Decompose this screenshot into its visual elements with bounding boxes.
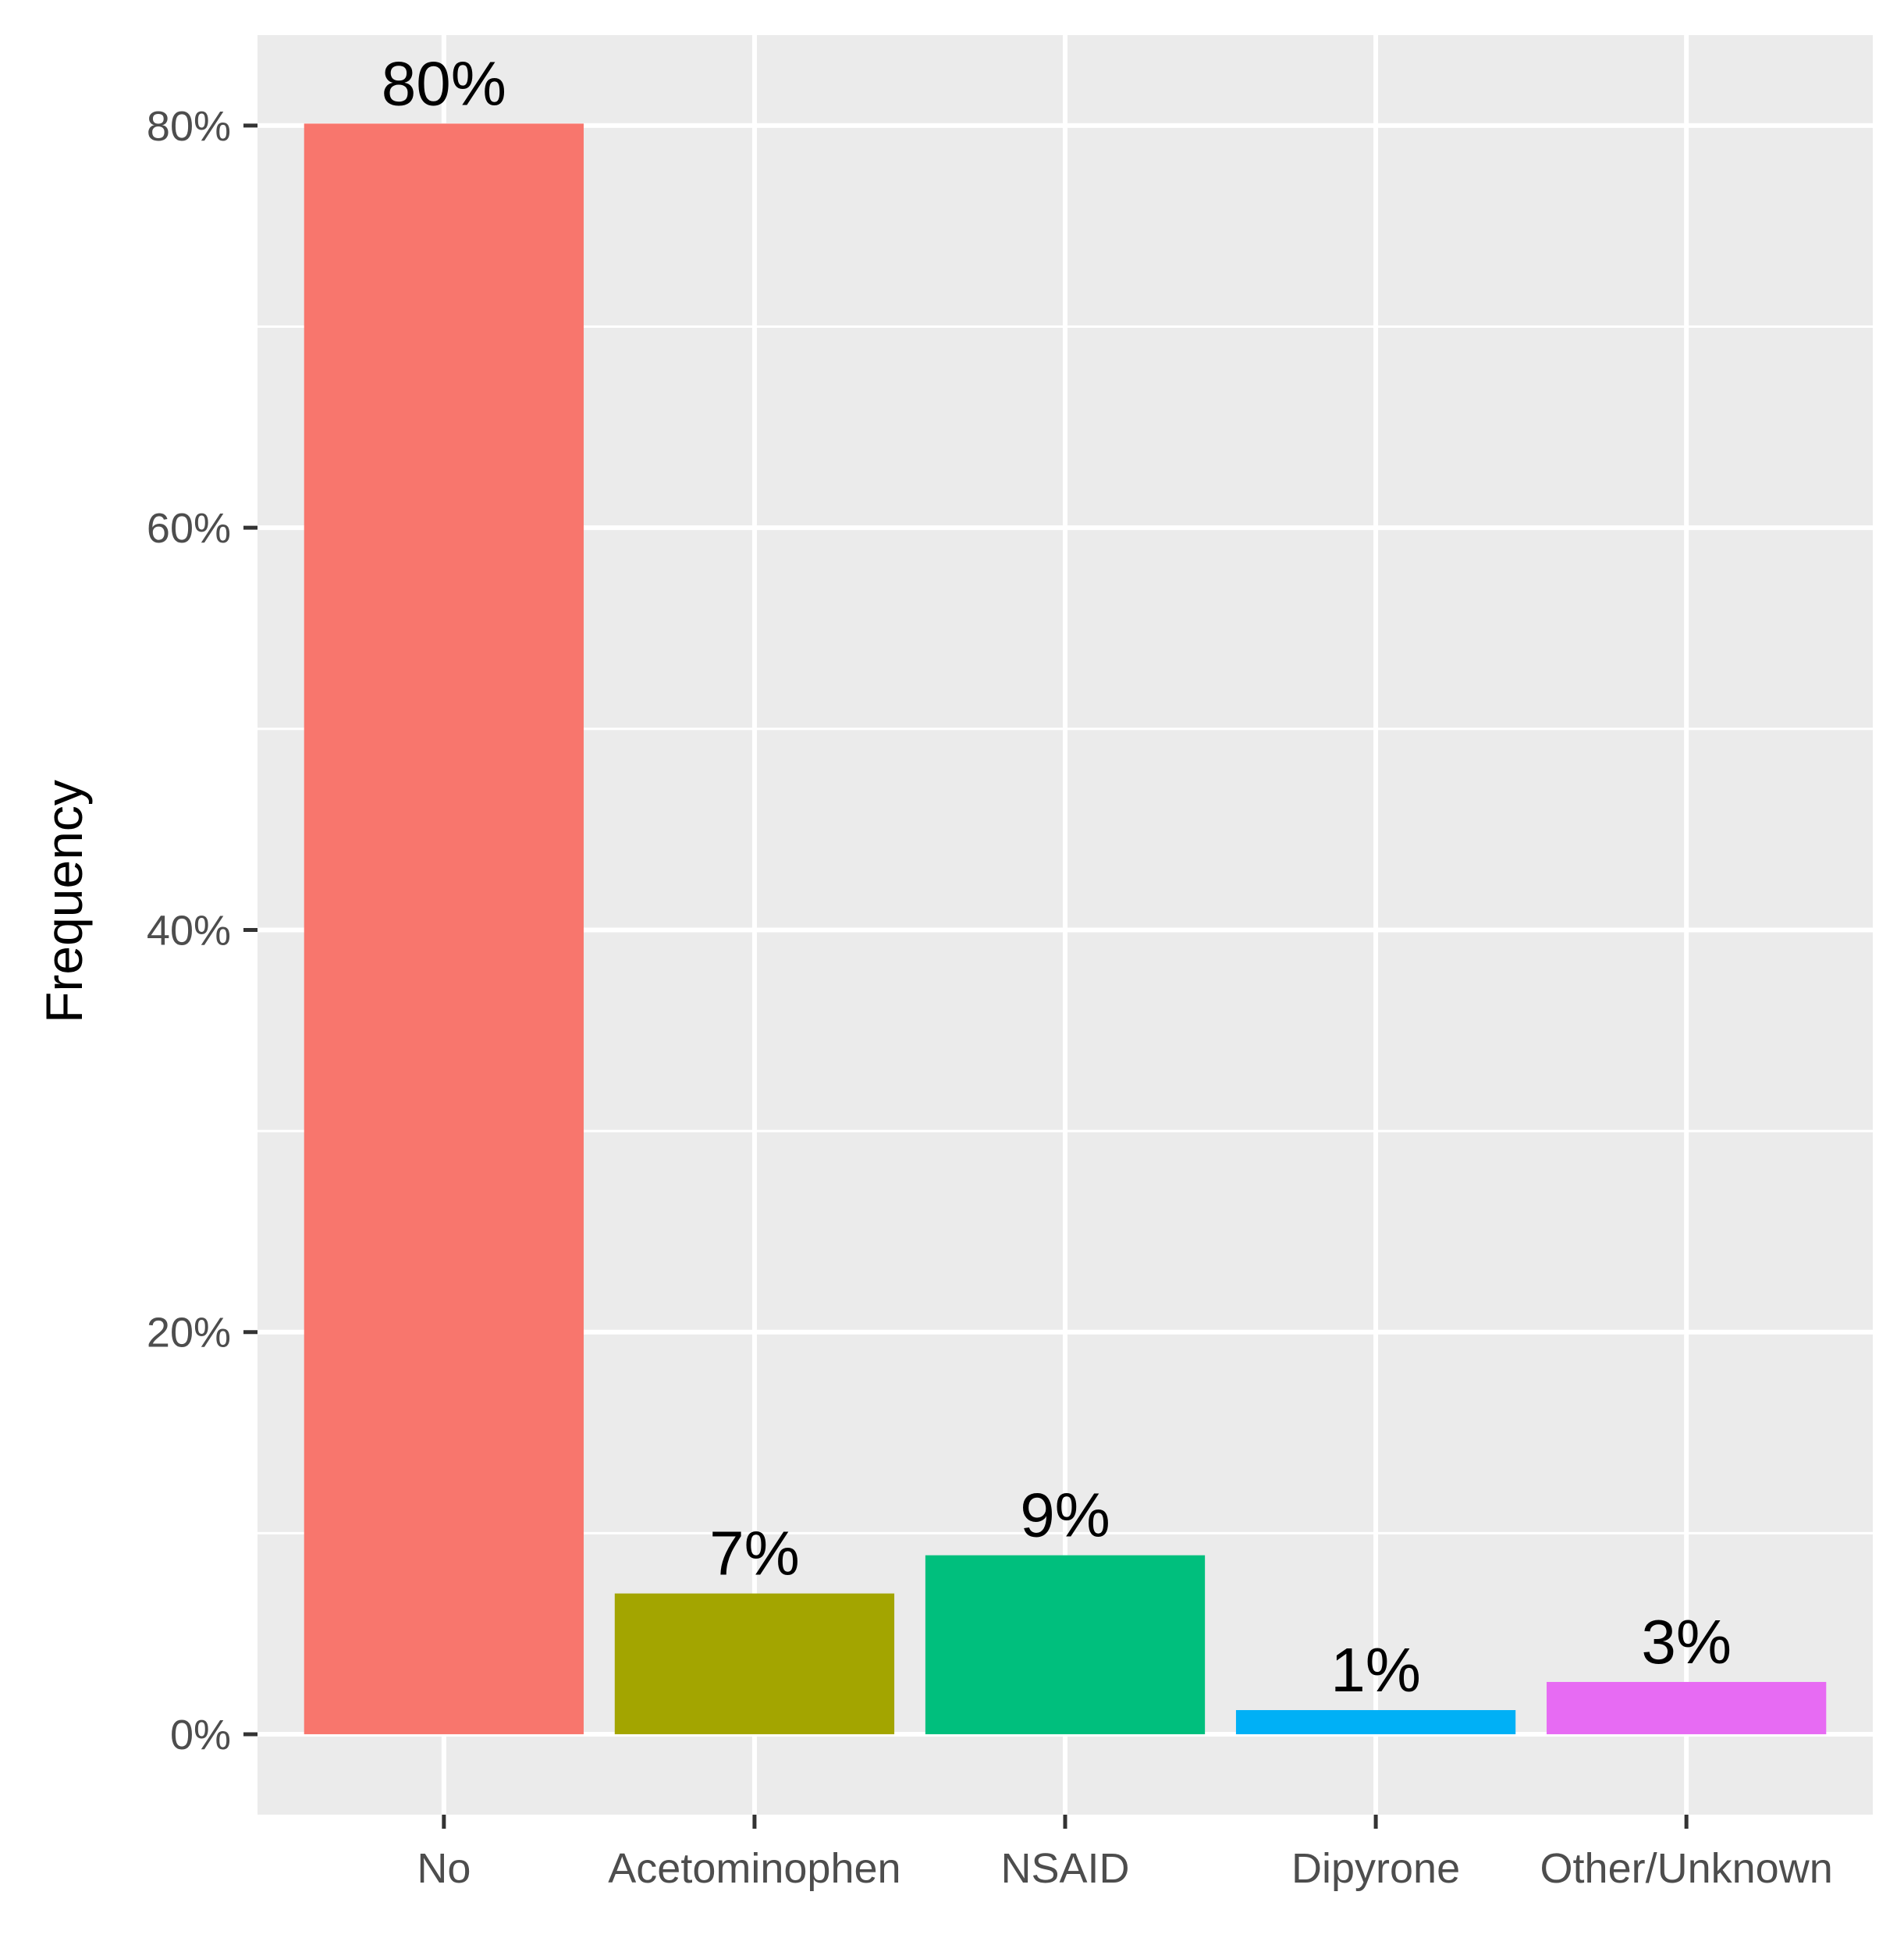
x-tick-label: Other/Unknown [1540,1845,1833,1892]
y-tick-label: 60% [147,505,231,552]
bar-acetominophen [614,1593,895,1734]
bar-data-label: 9% [1020,1481,1110,1550]
bar-dipyrone [1235,1710,1516,1734]
bar-data-label: 7% [709,1519,800,1588]
bar-data-labels: 80% 7% 9% 1% 3% [382,48,1732,1705]
bar-nsaid [925,1555,1206,1734]
x-tick-label: NSAID [1000,1845,1129,1892]
bar-data-label: 1% [1330,1635,1421,1705]
x-tick-label: Dipyrone [1291,1845,1460,1892]
y-tick-label: 0% [170,1712,231,1758]
x-tick-label: No [417,1845,471,1892]
x-axis: No Acetominophen NSAID Dipyrone Other/Unknow… [417,1815,1833,1892]
y-tick-label: 40% [147,907,231,954]
y-axis-title: Frequency [35,780,93,1023]
bar-data-label: 80% [382,48,506,118]
bar-no [304,123,584,1734]
bar-data-label: 3% [1641,1607,1732,1677]
x-tick-label: Acetominophen [608,1845,900,1892]
bars [304,123,1827,1734]
bar-other-unknown [1547,1681,1827,1734]
y-axis: 0% 20% 40% 60% 80% [147,103,258,1758]
y-tick-label: 80% [147,103,231,150]
y-tick-label: 20% [147,1310,231,1357]
